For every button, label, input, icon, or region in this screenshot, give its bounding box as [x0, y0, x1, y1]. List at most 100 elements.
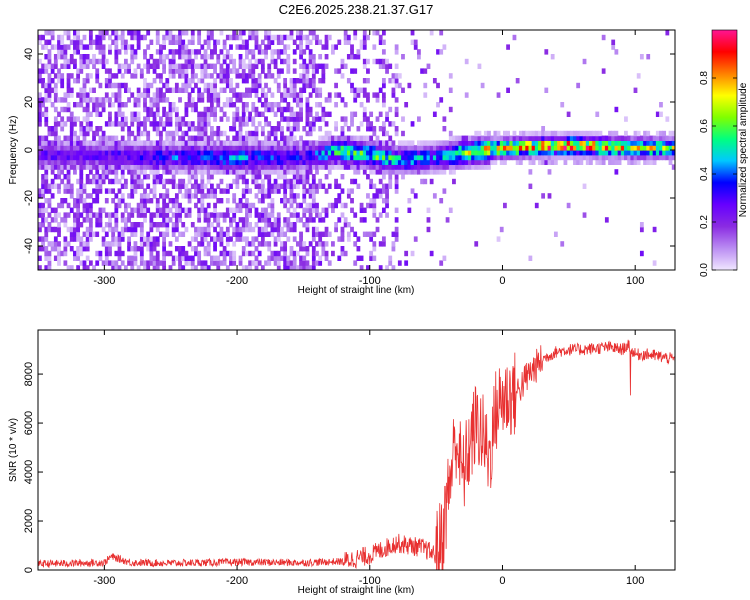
heatmap-cell	[73, 58, 77, 65]
heatmap-cell	[614, 154, 619, 161]
heatmap-cell	[47, 145, 52, 151]
heatmap-cell	[146, 231, 151, 237]
heatmap-cell	[187, 169, 192, 175]
heatmap-cell	[76, 222, 81, 228]
heatmap-cell	[104, 260, 109, 266]
heatmap-cell	[292, 159, 297, 165]
heatmap-cell	[123, 150, 128, 156]
heatmap-cell	[378, 34, 383, 41]
heatmap-cell	[136, 212, 141, 218]
heatmap-cell	[238, 44, 243, 50]
heatmap-cell	[216, 217, 221, 223]
heatmap-cell	[57, 73, 61, 79]
heatmap-cell	[538, 130, 542, 137]
heatmap-cell	[111, 82, 116, 89]
heatmap-cell	[133, 169, 138, 175]
heatmap-cell	[401, 154, 405, 161]
heatmap-cell	[197, 159, 202, 165]
heatmap-cell	[63, 222, 68, 228]
heatmap-cell	[76, 217, 81, 223]
heatmap-cell	[362, 78, 367, 84]
heatmap-cell	[311, 193, 316, 199]
figure-title: C2E6.2025.238.21.37.G17	[279, 2, 434, 17]
heatmap-cell	[232, 207, 237, 213]
heatmap-cell	[69, 87, 74, 93]
heatmap-cell	[197, 135, 202, 141]
heatmap-cell	[120, 193, 125, 199]
heatmap-cell	[423, 164, 428, 170]
heatmap-cell	[60, 164, 65, 170]
heatmap-cell	[168, 178, 173, 185]
heatmap-cell	[213, 236, 217, 242]
heatmap-cell	[225, 212, 230, 218]
heatmap-cell	[187, 154, 192, 161]
heatmap-cell	[235, 231, 240, 237]
heatmap-cell	[79, 145, 84, 151]
heatmap-cell	[324, 226, 329, 233]
heatmap-cell	[184, 102, 189, 108]
heatmap-cell	[531, 130, 536, 137]
heatmap-cell	[260, 193, 265, 199]
heatmap-cell	[165, 231, 170, 237]
heatmap-cell	[385, 154, 389, 161]
heatmap-cell	[200, 92, 205, 98]
heatmap-cell	[73, 102, 77, 108]
heatmap-cell	[359, 164, 364, 170]
heatmap-cell	[350, 44, 354, 50]
heatmap-cell	[324, 154, 329, 161]
heatmap-cell	[477, 164, 482, 170]
heatmap-cell	[295, 250, 300, 257]
heatmap-cell	[85, 246, 90, 252]
heatmap-cell	[50, 207, 55, 213]
heatmap-cell	[372, 154, 377, 161]
heatmap-cell	[57, 222, 61, 228]
spectrogram-x-tick-label: -200	[226, 275, 248, 287]
heatmap-cell	[311, 68, 316, 74]
heatmap-cell	[385, 265, 389, 270]
heatmap-cell	[108, 222, 112, 228]
heatmap-cell	[397, 145, 402, 151]
heatmap-cell	[200, 135, 205, 141]
heatmap-cell	[92, 58, 96, 65]
heatmap-cell	[206, 222, 211, 228]
heatmap-cell	[525, 154, 530, 161]
heatmap-cell	[200, 140, 205, 146]
heatmap-cell	[133, 54, 138, 60]
heatmap-cell	[321, 159, 326, 165]
heatmap-cell	[292, 58, 297, 65]
heatmap-cell	[146, 183, 151, 189]
heatmap-cell	[123, 102, 128, 108]
heatmap-cell	[108, 159, 112, 165]
heatmap-cell	[47, 188, 52, 194]
heatmap-cell	[579, 145, 584, 151]
heatmap-cell	[566, 150, 571, 156]
heatmap-cell	[117, 202, 122, 209]
heatmap-cell	[60, 126, 65, 132]
heatmap-cell	[286, 226, 291, 233]
heatmap-cell	[611, 150, 616, 156]
heatmap-cell	[378, 145, 383, 151]
heatmap-cell	[235, 111, 240, 117]
heatmap-cell	[44, 145, 49, 151]
heatmap-cell	[143, 102, 147, 108]
heatmap-cell	[209, 154, 214, 161]
heatmap-cell	[655, 111, 660, 117]
heatmap-cell	[308, 126, 313, 132]
heatmap-cell	[60, 44, 65, 50]
heatmap-cell	[372, 207, 377, 213]
heatmap-cell	[315, 39, 319, 45]
heatmap-cell	[73, 78, 77, 84]
heatmap-cell	[292, 212, 297, 218]
heatmap-cell	[123, 159, 128, 165]
heatmap-cell	[311, 58, 316, 65]
heatmap-cell	[299, 154, 303, 161]
heatmap-cell	[133, 145, 138, 151]
heatmap-cell	[200, 198, 205, 204]
heatmap-cell	[101, 226, 106, 233]
heatmap-cell	[181, 250, 186, 257]
heatmap-cell	[229, 207, 233, 213]
heatmap-cell	[143, 140, 147, 146]
heatmap-cell	[181, 193, 186, 199]
heatmap-cell	[315, 164, 319, 170]
heatmap-cell	[209, 164, 214, 170]
